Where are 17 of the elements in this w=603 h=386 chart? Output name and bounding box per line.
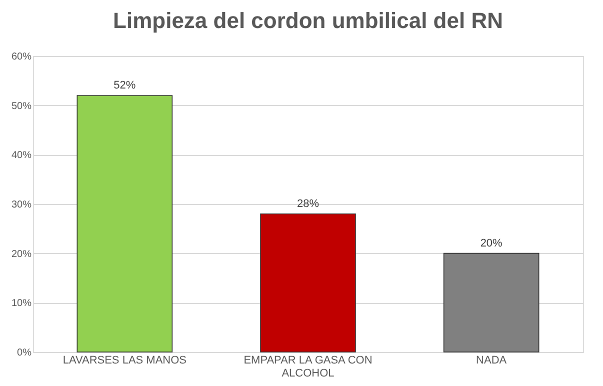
bar <box>443 252 540 352</box>
x-tick-label: EMPAPAR LA GASA CON ALCOHOL <box>244 354 372 380</box>
bar <box>260 213 356 352</box>
y-tick-label: 30% <box>11 200 32 210</box>
chart-title: Limpieza del cordon umbilical del RN <box>113 8 503 33</box>
y-tick-label: 40% <box>11 150 32 162</box>
y-tick-label: 10% <box>11 298 32 310</box>
y-tick-label: 50% <box>11 100 32 112</box>
x-tick-label: NADA <box>476 354 508 366</box>
y-tick-label: 60% <box>11 52 32 62</box>
bar <box>76 95 173 352</box>
data-label: 28% <box>296 198 320 210</box>
x-tick-label: LAVARSES LAS MANOS <box>62 354 187 366</box>
y-tick-label: 20% <box>11 248 32 260</box>
data-label: 20% <box>480 237 503 250</box>
data-label: 52% <box>114 79 136 92</box>
y-tick-label: 0% <box>17 348 32 358</box>
